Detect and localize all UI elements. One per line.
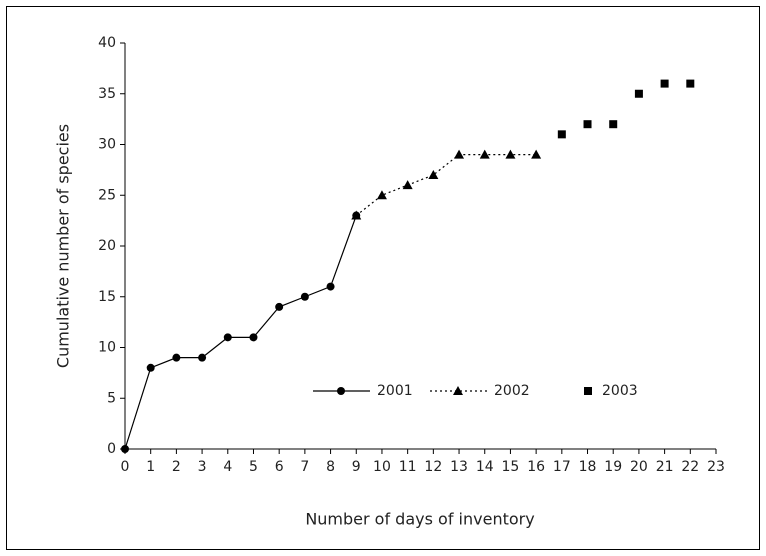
legend-label: 2002 <box>494 383 530 399</box>
x-tick-label: 10 <box>373 459 391 475</box>
y-tick-label: 0 <box>107 441 116 457</box>
x-tick-label: 21 <box>656 459 674 475</box>
data-point <box>351 210 362 220</box>
x-axis-label: Number of days of inventory <box>305 510 534 529</box>
data-point <box>609 120 618 129</box>
x-tick-label: 5 <box>249 459 258 475</box>
x-tick-label: 1 <box>146 459 155 475</box>
data-point <box>505 149 516 159</box>
data-point <box>402 180 413 190</box>
y-tick-label: 35 <box>98 86 116 102</box>
legend-label: 2003 <box>602 383 638 399</box>
data-point <box>121 445 129 453</box>
x-tick-label: 0 <box>121 459 130 475</box>
x-tick-label: 4 <box>223 459 232 475</box>
data-point <box>275 302 284 311</box>
series-line <box>355 154 537 217</box>
data-point <box>300 292 309 301</box>
data-point <box>660 79 669 88</box>
data-point <box>172 353 181 362</box>
data-point <box>249 333 258 342</box>
data-point <box>146 363 155 372</box>
legend-marker <box>584 387 592 395</box>
x-tick-label: 14 <box>476 459 494 475</box>
y-tick-label: 5 <box>107 390 116 406</box>
x-tick-label: 3 <box>198 459 207 475</box>
data-point <box>326 282 335 291</box>
x-tick-label: 19 <box>604 459 622 475</box>
y-tick-label: 25 <box>98 187 116 203</box>
x-tick-label: 17 <box>553 459 571 475</box>
y-tick-label: 10 <box>98 340 116 356</box>
x-tick-label: 6 <box>275 459 284 475</box>
y-tick-label: 15 <box>98 289 116 305</box>
data-point <box>376 190 387 200</box>
x-tick-label: 20 <box>630 459 648 475</box>
x-tick-label: 12 <box>424 459 442 475</box>
data-point <box>479 149 490 159</box>
frame <box>6 6 760 550</box>
y-tick-label: 20 <box>98 238 116 254</box>
data-point <box>634 89 643 98</box>
data-point <box>531 149 542 159</box>
data-point <box>583 120 592 129</box>
x-tick-label: 15 <box>502 459 520 475</box>
x-tick-label: 2 <box>172 459 181 475</box>
legend-marker <box>453 386 463 395</box>
x-tick-label: 23 <box>707 459 725 475</box>
x-tick-label: 7 <box>300 459 309 475</box>
x-tick-label: 9 <box>352 459 361 475</box>
series-line <box>124 215 357 450</box>
x-tick-label: 18 <box>579 459 597 475</box>
data-point <box>686 79 695 88</box>
legend-label: 2001 <box>377 383 413 399</box>
y-tick-label: 30 <box>98 137 116 153</box>
x-tick-label: 11 <box>399 459 417 475</box>
x-tick-label: 13 <box>450 459 468 475</box>
data-point <box>557 130 566 139</box>
data-point <box>223 333 232 342</box>
data-point <box>198 353 207 362</box>
legend-marker <box>337 387 345 395</box>
data-point <box>454 149 465 159</box>
x-tick-label: 8 <box>326 459 335 475</box>
y-axis-label: Cumulative number of species <box>54 124 73 368</box>
y-tick-label: 40 <box>98 35 116 51</box>
data-point <box>428 169 439 179</box>
x-tick-label: 16 <box>527 459 545 475</box>
x-tick-label: 22 <box>681 459 699 475</box>
